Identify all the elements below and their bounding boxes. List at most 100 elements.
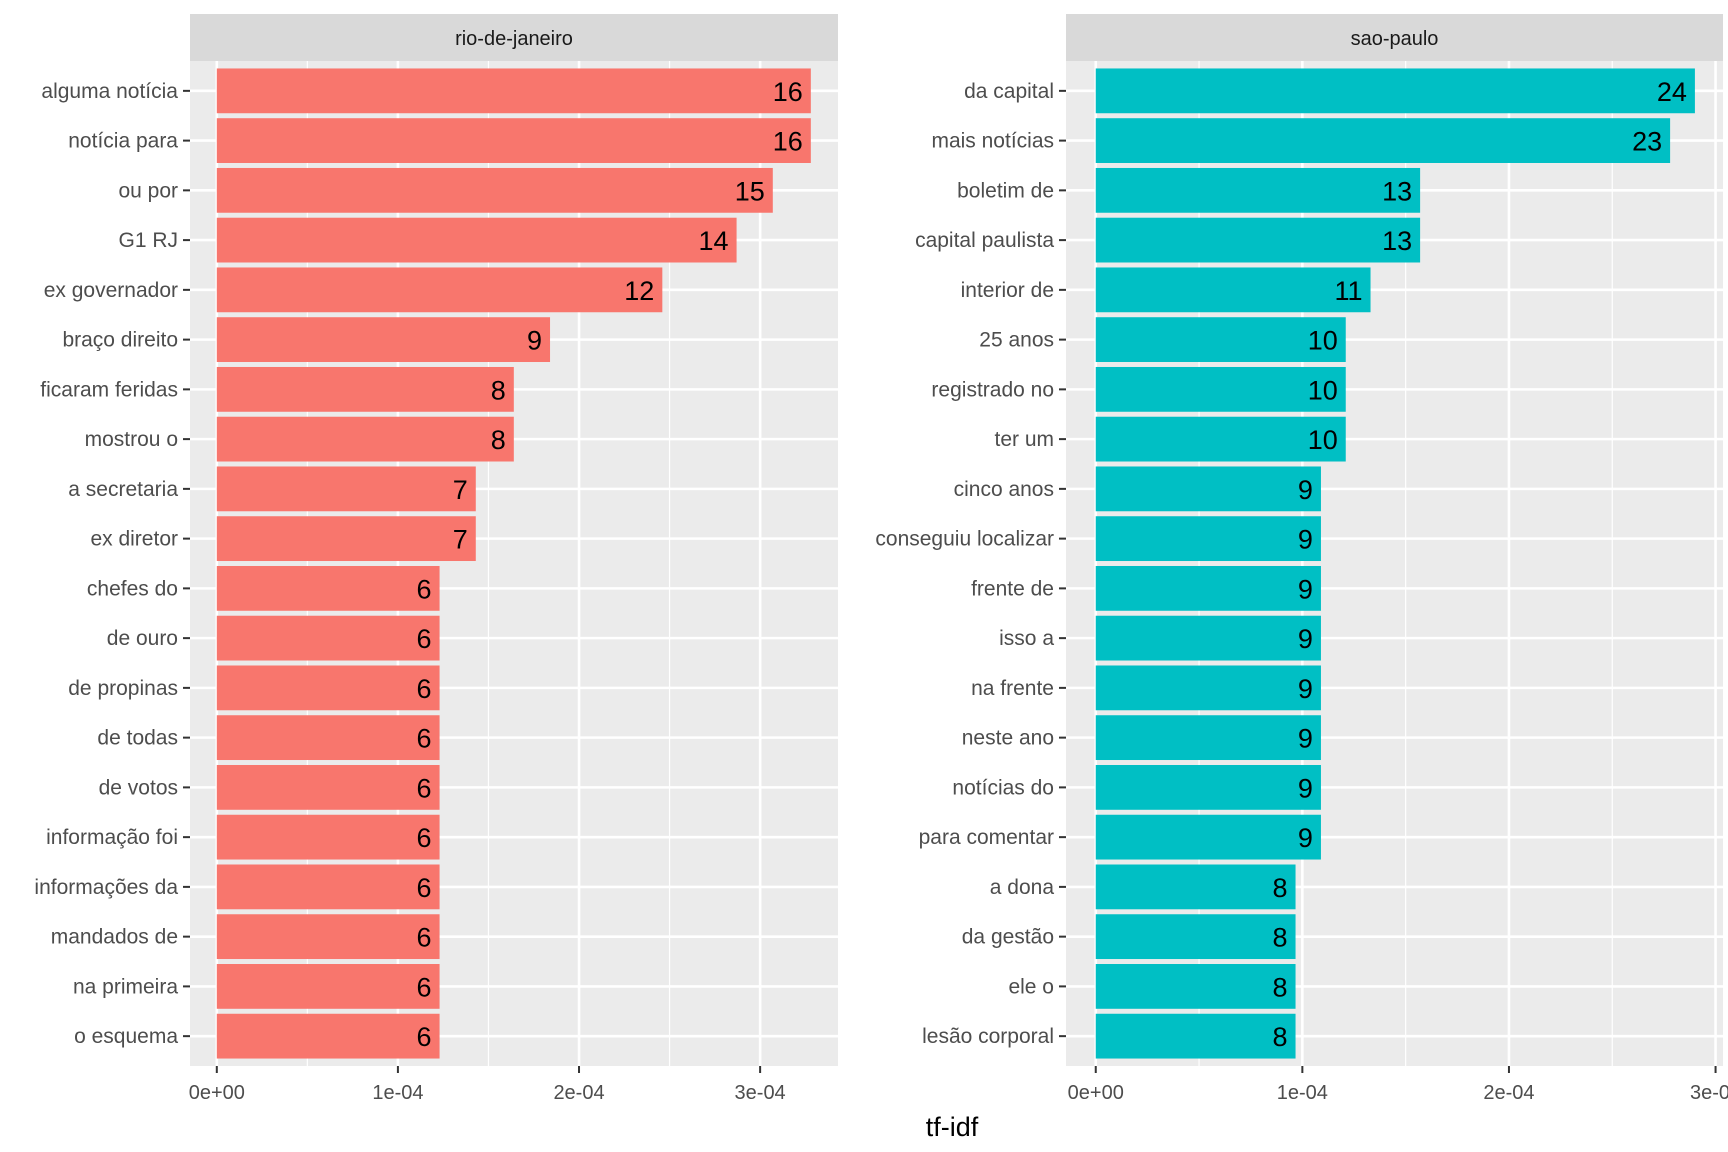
bar-label: 6 (417, 574, 432, 604)
category-label: ex diretor (90, 528, 178, 551)
bar-label: 9 (1298, 724, 1313, 754)
bar-label: 9 (1298, 773, 1313, 803)
bar (1095, 516, 1321, 562)
bar-label: 7 (453, 525, 468, 555)
bar-label: 9 (1298, 674, 1313, 704)
category-label: ele o (1008, 975, 1054, 998)
category-label: de todas (97, 727, 178, 750)
category-label: de ouro (107, 627, 178, 650)
category-label: ter um (994, 428, 1054, 451)
x-tick-label: 1e-04 (372, 1082, 423, 1104)
bar (1095, 416, 1346, 462)
bar (216, 366, 514, 412)
bar-label: 8 (1273, 873, 1288, 903)
category-label: a secretaria (68, 478, 178, 501)
bar (216, 565, 440, 611)
category-label: conseguiu localizar (875, 528, 1054, 551)
bar-label: 6 (417, 972, 432, 1002)
bar (216, 814, 440, 860)
x-tick-label: 3e-04 (735, 1082, 786, 1104)
bar (216, 466, 476, 512)
panel-left-y-axis: alguma notícia notícia para ou por G1 RJ ex … (34, 80, 190, 1048)
category-label: G1 RJ (118, 229, 178, 252)
bar-label: 10 (1308, 425, 1338, 455)
x-axis-title: tf-idf (926, 1112, 979, 1142)
bar-label: 6 (417, 823, 432, 853)
bar-label: 6 (417, 773, 432, 803)
bar-label: 10 (1308, 375, 1338, 405)
bar (1095, 914, 1296, 960)
category-label: para comentar (919, 826, 1054, 849)
panel-right-bars (1095, 68, 1695, 1059)
bar-label: 16 (773, 127, 803, 157)
bar (1095, 466, 1321, 512)
category-label: mostrou o (85, 428, 178, 451)
category-label: 25 anos (979, 329, 1054, 352)
bar (1095, 167, 1421, 213)
bar-label: 6 (417, 624, 432, 654)
panel-right-strip (1066, 14, 1723, 61)
bar (1095, 565, 1321, 611)
bar (1095, 964, 1296, 1009)
panel-left-x-axis: 0e+00 1e-04 2e-04 3e-04 (189, 1066, 786, 1104)
bar (1095, 366, 1346, 412)
bar-label: 6 (417, 674, 432, 704)
bar (1095, 68, 1695, 114)
category-label: boletim de (957, 179, 1054, 202)
panel-right-y-axis: da capital mais notícias boletim de capital… (875, 80, 1066, 1048)
bar (216, 864, 440, 910)
bar-label: 14 (699, 226, 729, 256)
category-label: isso a (999, 627, 1054, 650)
bar (216, 665, 440, 711)
bar (1095, 267, 1371, 313)
category-label: de propinas (68, 677, 178, 700)
bar (216, 715, 440, 761)
category-label: o esquema (74, 1025, 178, 1048)
bar (1095, 665, 1321, 711)
category-label: notícias do (952, 776, 1054, 799)
category-label: ficaram feridas (40, 378, 178, 401)
bar (216, 217, 737, 263)
bar (1095, 715, 1321, 761)
x-tick-label: 2e-04 (553, 1082, 604, 1104)
x-tick-label: 1e-04 (1277, 1082, 1328, 1104)
category-label: informação foi (46, 826, 178, 849)
category-label: interior de (961, 279, 1054, 302)
bar-label: 9 (1298, 475, 1313, 505)
bar-label: 9 (527, 326, 542, 356)
bar-label: 6 (417, 724, 432, 754)
category-label: neste ano (962, 727, 1054, 750)
category-label: braço direito (62, 329, 178, 352)
bar (1095, 615, 1321, 661)
bar-label: 9 (1298, 574, 1313, 604)
bar-label: 7 (453, 475, 468, 505)
bar (216, 764, 440, 810)
bar (216, 416, 514, 462)
bar (216, 516, 476, 562)
bar-label: 16 (773, 77, 803, 107)
category-label: cinco anos (954, 478, 1054, 501)
x-tick-label: 3e-04 (1690, 1082, 1728, 1104)
category-label: da gestão (962, 926, 1054, 949)
category-label: na frente (971, 677, 1054, 700)
bar-label: 23 (1632, 127, 1662, 157)
bar (1095, 814, 1321, 860)
x-tick-label: 0e+00 (1068, 1082, 1124, 1104)
category-label: mais notícias (931, 130, 1054, 153)
bar-label: 13 (1382, 176, 1412, 206)
bar-label: 15 (735, 176, 765, 206)
category-label: frente de (971, 577, 1054, 600)
panel-right-x-axis: 0e+00 1e-04 2e-04 3e-04 (1068, 1066, 1728, 1104)
bar (1095, 864, 1296, 910)
bar (216, 167, 773, 213)
category-label: informações da (34, 876, 178, 899)
bar-label: 9 (1298, 823, 1313, 853)
bar (1095, 764, 1321, 810)
bar-label: 8 (491, 425, 506, 455)
x-tick-label: 2e-04 (1483, 1082, 1534, 1104)
bar-label: 8 (1273, 1022, 1288, 1052)
bar (1095, 317, 1346, 363)
